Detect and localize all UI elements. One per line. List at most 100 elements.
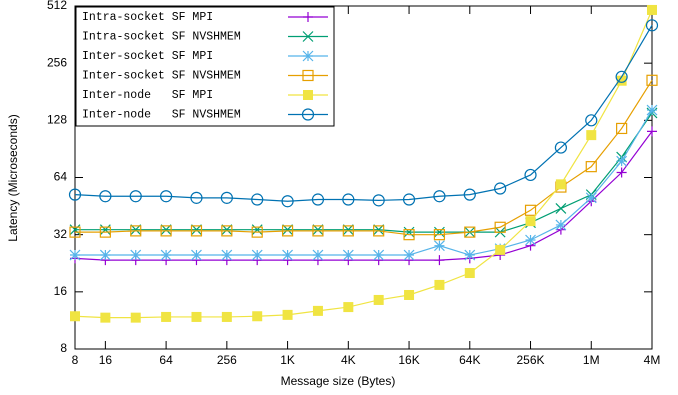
y-tick-label: 16 [54,284,68,298]
x-tick-label: 256 [217,353,237,367]
x-tick-label: 16 [99,353,113,367]
marker [403,249,415,261]
series-line [75,109,653,256]
series [70,4,657,323]
marker [402,193,416,206]
marker [555,179,566,190]
marker [190,191,203,204]
marker [100,312,111,323]
marker [403,229,415,241]
marker [645,19,659,32]
x-tick-label: 1M [583,353,600,367]
legend-label: Inter-node SF NVSHMEM [82,109,241,122]
x-tick-label: 64 [159,353,173,367]
marker [69,249,81,261]
marker [586,130,597,141]
series-line [74,9,653,319]
marker [251,249,263,261]
marker [221,311,232,322]
marker [251,226,263,238]
marker [647,4,657,15]
x-tick-label: 64K [459,353,480,367]
marker [191,311,202,322]
marker [312,305,323,316]
marker [312,249,324,261]
marker [433,229,446,241]
y-tick-label: 64 [54,170,68,184]
series [69,104,658,261]
marker [251,224,263,236]
marker [616,122,628,135]
marker [524,204,537,216]
marker [70,311,80,322]
marker [160,190,173,203]
marker [615,70,628,83]
marker [130,225,142,237]
marker [433,190,446,203]
x-tick-label: 1K [280,353,295,367]
legend-label: Inter-socket SF MPI [82,50,213,63]
marker [191,249,202,261]
marker [343,302,354,313]
marker [99,190,112,203]
marker [160,249,172,261]
legend-label: Intra-socket SF MPI [82,11,213,24]
marker [373,225,385,237]
marker [221,249,233,261]
marker [282,249,294,261]
legend-box [75,6,335,127]
x-tick-label: 4M [644,353,661,367]
marker [68,188,82,201]
marker [190,225,203,237]
marker [464,268,475,279]
marker [647,126,657,137]
x-tick-label: 16K [398,353,419,367]
marker [646,74,658,86]
legend-label: Inter-node SF MPI [82,89,213,102]
marker [494,221,506,233]
x-tick-label: 4K [341,353,356,367]
marker [433,240,445,252]
y-tick-label: 256 [47,55,67,69]
y-tick-label: 32 [54,227,68,241]
marker [69,226,81,238]
legend-marker [303,12,313,22]
marker [463,188,476,201]
marker [495,244,506,255]
marker [524,168,537,182]
x-axis-label: Message size (Bytes) [281,374,396,388]
marker [464,249,476,261]
marker [373,249,385,261]
marker [372,194,385,207]
legend-marker [302,69,314,82]
y-tick-label: 512 [47,0,67,12]
marker [616,75,627,86]
marker [99,226,111,238]
marker [434,255,445,266]
marker [251,193,264,206]
legend-marker [301,108,315,121]
marker [646,104,658,116]
marker [99,249,111,261]
marker [464,226,476,238]
marker [282,309,293,320]
marker [585,161,597,173]
marker [99,224,111,236]
x-tick-label: 8 [72,353,79,367]
marker [221,225,233,237]
marker [161,311,172,322]
y-tick-label: 128 [47,113,67,127]
marker [311,193,325,206]
marker [403,226,415,238]
marker [585,114,598,127]
marker [525,234,536,246]
marker [555,202,567,214]
legend-label: Intra-socket SF NVSHMEM [82,31,241,44]
legend-marker [302,50,314,62]
marker [130,249,142,261]
marker [312,225,324,237]
legend-label: Inter-socket SF NVSHMEM [82,70,241,83]
marker [525,216,536,227]
